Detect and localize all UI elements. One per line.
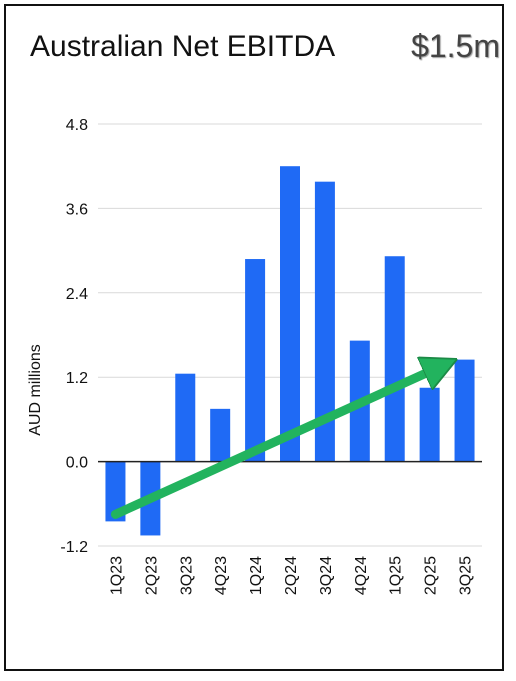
bar (210, 408, 231, 462)
y-tick-label: 4.8 (66, 117, 88, 134)
x-tick-label: 1Q24 (248, 556, 265, 595)
x-tick-labels: 1Q23 2Q23 3Q23 4Q23 1Q24 2Q24 3Q24 4Q24 1Q25 2Q25… (108, 556, 474, 595)
bar (245, 259, 266, 462)
headline-value: $1.5m (411, 28, 500, 64)
y-axis-label: AUD millions (27, 344, 44, 436)
y-tick-label: 1.2 (66, 370, 88, 387)
y-tick-label: 0.0 (66, 455, 88, 472)
x-tick-label: 2Q23 (143, 556, 160, 595)
bar (314, 181, 335, 462)
x-tick-label: 3Q23 (178, 556, 195, 595)
x-tick-label: 3Q25 (458, 556, 475, 595)
bars (105, 166, 475, 536)
x-tick-label: 1Q23 (108, 556, 125, 595)
trend-arrow (110, 366, 442, 519)
x-tick-label: 2Q25 (423, 556, 440, 595)
bar (454, 359, 475, 462)
y-tick-label: -1.2 (60, 539, 88, 556)
x-tick-label: 3Q24 (318, 556, 335, 595)
bar (280, 166, 300, 462)
chart-title: Australian Net EBITDA (30, 30, 336, 63)
x-tick-label: 1Q25 (388, 556, 405, 595)
bar (105, 461, 126, 522)
y-tick-labels: -1.2 0.0 1.2 2.4 3.6 4.8 (60, 117, 88, 556)
x-tick-label: 2Q24 (283, 556, 300, 595)
y-tick-label: 2.4 (66, 286, 88, 303)
x-tick-label: 4Q23 (213, 556, 230, 595)
y-tick-label: 3.6 (66, 201, 88, 218)
bar (175, 373, 196, 462)
bar (384, 256, 405, 462)
x-tick-label: 4Q24 (353, 556, 370, 595)
bar (419, 387, 440, 462)
